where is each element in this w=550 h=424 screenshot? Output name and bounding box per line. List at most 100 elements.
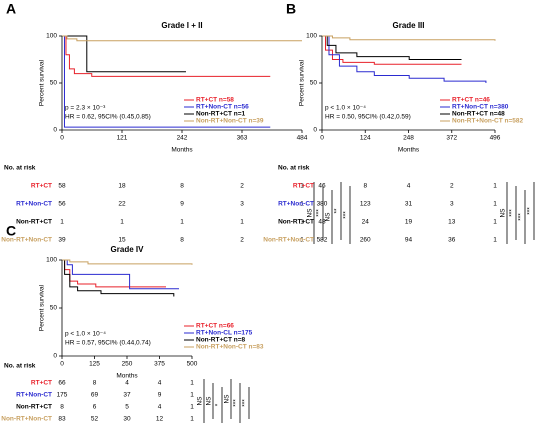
legend-label: RT+Non-CL n=175: [196, 330, 253, 337]
risk-row-label: RT+CT: [293, 183, 314, 190]
risk-count: 94: [405, 237, 413, 244]
risk-count: 1: [300, 183, 304, 190]
risk-count: 4: [158, 380, 162, 387]
risk-count: 31: [405, 201, 413, 208]
risk-count: 175: [57, 392, 68, 399]
significance-label: *: [215, 403, 222, 406]
panel-letter: C: [6, 223, 16, 239]
survival-curve: [62, 259, 179, 290]
legend-label: Non-RT+Non-CT n=39: [196, 118, 264, 125]
chart-title: Grade III: [392, 21, 424, 30]
x-axis-label: Months: [398, 147, 420, 154]
risk-count: 8: [180, 183, 184, 190]
x-tick-label: 0: [60, 361, 64, 368]
risk-row-label: Non-RT+Non-CT: [1, 416, 52, 423]
y-tick-label: 0: [53, 127, 57, 134]
risk-count: 8: [363, 183, 367, 190]
risk-count: 37: [123, 392, 131, 399]
risk-count: 6: [93, 404, 97, 411]
risk-count: 1: [493, 183, 497, 190]
risk-count: 69: [91, 392, 99, 399]
annotation: HR = 0.50, 95CI% (0.42,0.59): [325, 114, 411, 121]
significance-label: ***: [242, 399, 249, 407]
legend-label: RT+CT n=66: [196, 323, 234, 330]
x-tick-label: 372: [446, 135, 457, 142]
legend-label: Non-RT+CT n=8: [196, 337, 245, 344]
survival-curve: [322, 35, 462, 60]
risk-count: 1: [300, 237, 304, 244]
risk-count: 13: [448, 219, 456, 226]
survival-curve: [62, 35, 271, 77]
risk-count: 4: [125, 380, 129, 387]
risk-count: 5: [125, 404, 129, 411]
significance-label: ***: [518, 213, 525, 221]
risk-count: 19: [405, 219, 413, 226]
risk-count: 46: [318, 183, 326, 190]
legend-label: Non-RT+Non-CT n=582: [452, 118, 524, 125]
risk-row-label: RT+Non-CT: [16, 201, 52, 208]
legend-label: RT+Non-CT n=56: [196, 104, 249, 111]
risk-count: 24: [362, 219, 370, 226]
x-axis-label: Months: [171, 147, 193, 154]
survival-curve: [322, 35, 487, 83]
risk-row-label: RT+Non-CT: [278, 201, 314, 208]
risk-count: 22: [118, 201, 126, 208]
significance-label: ***: [343, 211, 350, 219]
risk-count: 1: [493, 219, 497, 226]
risk-count: 2: [450, 183, 454, 190]
risk-row-label: Non-RT+CT: [278, 219, 314, 226]
legend-label: Non-RT+CT n=48: [452, 111, 505, 118]
survival-curve: [62, 35, 186, 73]
x-tick-label: 375: [154, 361, 165, 368]
risk-count: 1: [190, 404, 194, 411]
risk-count: 380: [317, 201, 328, 208]
risk-count: 83: [58, 416, 66, 423]
x-tick-label: 242: [177, 135, 188, 142]
risk-count: 1: [190, 380, 194, 387]
y-tick-label: 0: [53, 353, 57, 360]
significance-label: ***: [509, 209, 516, 217]
annotation: HR = 0.57, 95CI% (0.44,0.74): [65, 340, 151, 347]
risk-count: 582: [317, 237, 328, 244]
risk-count: 1: [190, 392, 194, 399]
y-tick-label: 50: [50, 80, 58, 87]
legend-label: Non-RT+Non-CT n=83: [196, 344, 264, 351]
significance-label: NS: [307, 208, 314, 218]
legend-label: Non-RT+CT n=1: [196, 111, 245, 118]
legend-label: RT+CT n=46: [452, 97, 490, 104]
risk-count: 56: [58, 201, 66, 208]
panel-letter: B: [286, 1, 296, 17]
risk-title: No. at risk: [4, 363, 36, 370]
significance-label: ***: [316, 209, 323, 217]
risk-row-label: Non-RT+CT: [16, 219, 52, 226]
x-tick-label: 0: [320, 135, 324, 142]
risk-count: 30: [123, 416, 131, 423]
risk-title: No. at risk: [4, 165, 36, 172]
risk-count: 39: [58, 237, 66, 244]
risk-count: 36: [448, 237, 456, 244]
x-tick-label: 250: [122, 361, 133, 368]
y-axis-label: Percent survival: [39, 59, 46, 106]
significance-label: ***: [233, 399, 240, 407]
legend-label: RT+CT n=58: [196, 97, 234, 104]
x-tick-label: 496: [490, 135, 501, 142]
risk-row-label: Non-RT+Non-CT: [1, 237, 52, 244]
x-tick-label: 248: [403, 135, 414, 142]
survival-curve: [322, 35, 496, 41]
risk-count: 2: [240, 237, 244, 244]
risk-count: 1: [120, 219, 124, 226]
risk-row-label: RT+CT: [31, 380, 52, 387]
risk-count: 18: [118, 183, 126, 190]
risk-count: 1: [493, 201, 497, 208]
annotation: p < 1.0 × 10⁻⁴: [65, 331, 106, 338]
risk-row-label: RT+Non-CT: [16, 392, 52, 399]
significance-label: NS: [325, 212, 332, 222]
risk-count: 260: [360, 237, 371, 244]
x-tick-label: 0: [60, 135, 64, 142]
risk-count: 52: [91, 416, 99, 423]
y-tick-label: 50: [50, 305, 58, 312]
risk-row-label: Non-RT+CT: [16, 404, 52, 411]
panel-letter: A: [6, 1, 16, 17]
y-tick-label: 100: [306, 33, 317, 40]
x-tick-label: 484: [297, 135, 308, 142]
